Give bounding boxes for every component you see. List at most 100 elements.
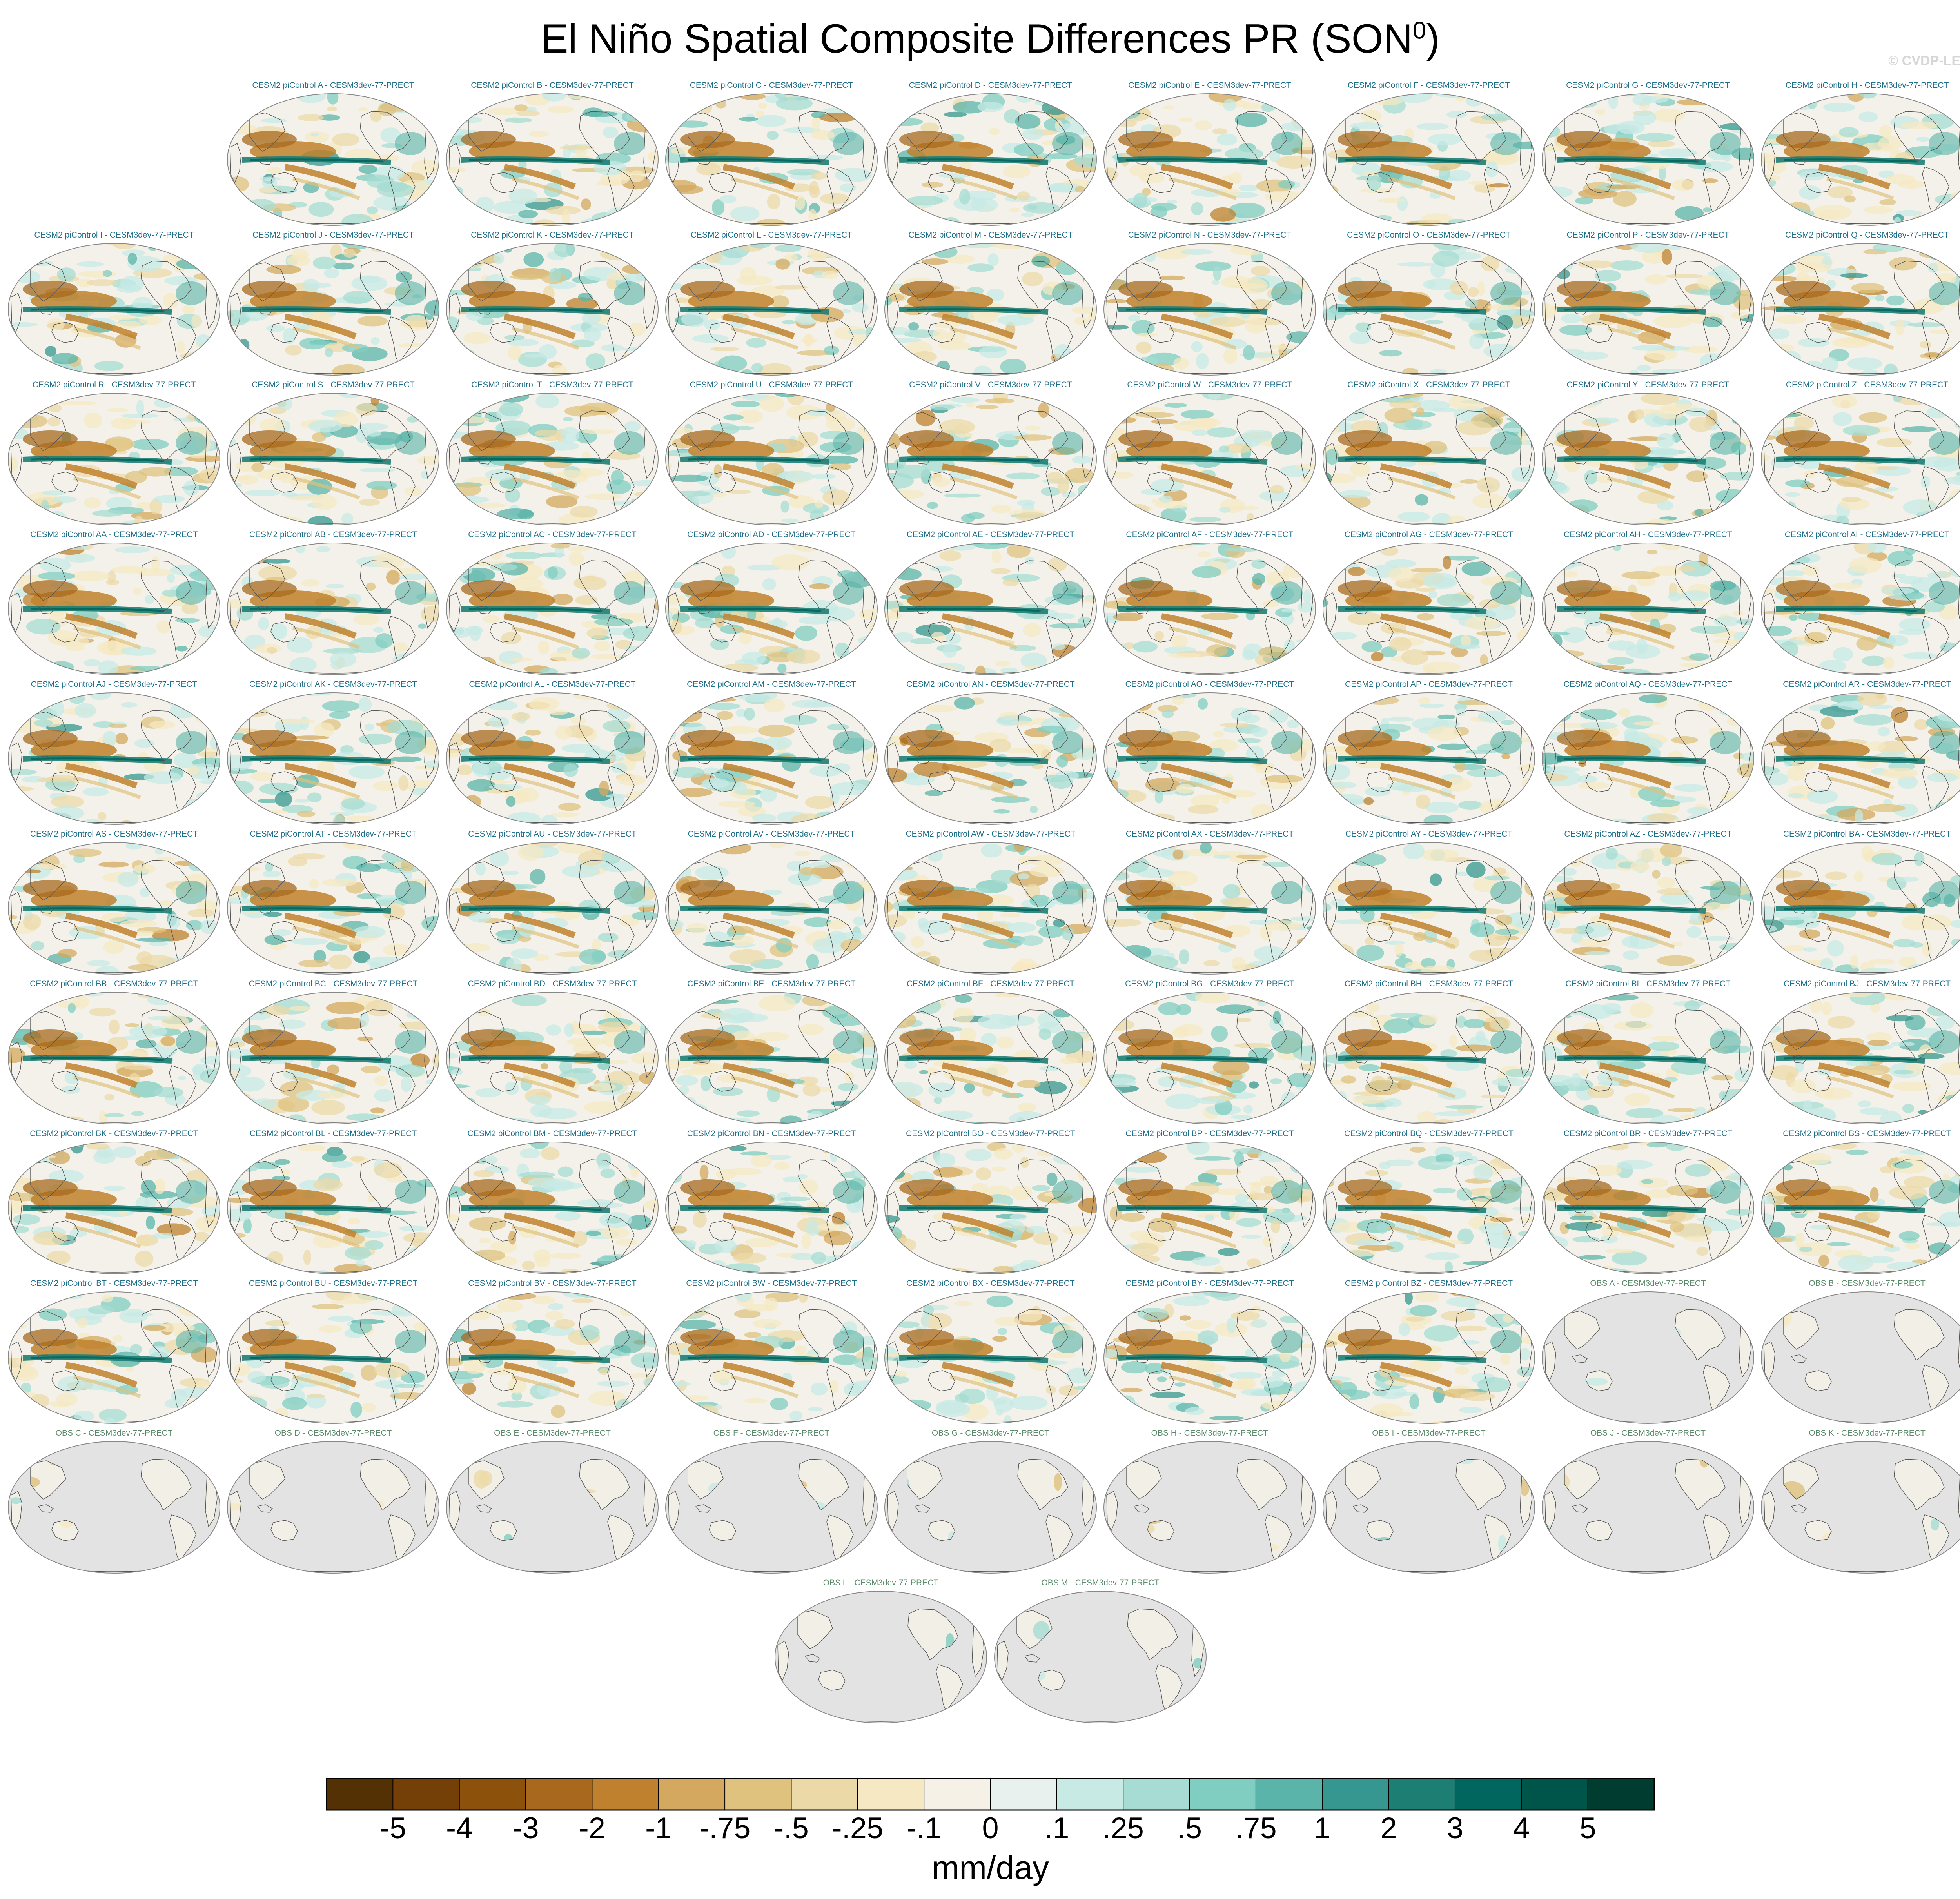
map-obs [446, 1441, 659, 1574]
map-model [1323, 93, 1535, 226]
panel-title: CESM2 piControl AF - CESM3dev-77-PRECT [1126, 530, 1294, 539]
map-panel: CESM2 piControl BL - CESM3dev-77-PRECT [226, 1129, 440, 1275]
map-model [1323, 1142, 1535, 1274]
panel-title: CESM2 piControl BQ - CESM3dev-77-PRECT [1344, 1129, 1514, 1138]
panel-title: CESM2 piControl BC - CESM3dev-77-PRECT [249, 979, 418, 988]
colorbar-tick-label: -.1 [906, 1812, 942, 1845]
map-panel: OBS A - CESM3dev-77-PRECT [1541, 1279, 1755, 1425]
map-model [227, 992, 439, 1124]
map-panel: CESM2 piControl BA - CESM3dev-77-PRECT [1760, 830, 1960, 975]
map-panel: CESM2 piControl AO - CESM3dev-77-PRECT [1103, 680, 1317, 826]
map-panel: CESM2 piControl F - CESM3dev-77-PRECT [1322, 81, 1536, 227]
map-model [227, 543, 439, 675]
map-model [8, 243, 220, 376]
panel-title: CESM2 piControl AO - CESM3dev-77-PRECT [1125, 680, 1294, 689]
map-model [446, 1142, 659, 1274]
panel-title: OBS K - CESM3dev-77-PRECT [1809, 1429, 1926, 1438]
map-model [8, 692, 220, 825]
panel-title: CESM2 piControl AK - CESM3dev-77-PRECT [249, 680, 417, 689]
map-panel: OBS H - CESM3dev-77-PRECT [1103, 1429, 1317, 1574]
map-panel: CESM2 piControl BK - CESM3dev-77-PRECT [7, 1129, 221, 1275]
panel-title: CESM2 piControl J - CESM3dev-77-PRECT [252, 231, 414, 240]
map-panel: CESM2 piControl BG - CESM3dev-77-PRECT [1103, 979, 1317, 1125]
colorbar-box [924, 1779, 991, 1810]
map-panel: CESM2 piControl BW - CESM3dev-77-PRECT [664, 1279, 878, 1425]
map-panel: OBS B - CESM3dev-77-PRECT [1760, 1279, 1960, 1425]
map-panel: CESM2 piControl O - CESM3dev-77-PRECT [1322, 231, 1536, 376]
map-model [1761, 692, 1960, 825]
panel-title: CESM2 piControl C - CESM3dev-77-PRECT [690, 81, 853, 90]
map-model [1103, 692, 1316, 825]
map-model [665, 543, 878, 675]
panel-title: OBS L - CESM3dev-77-PRECT [823, 1578, 939, 1587]
map-panel: CESM2 piControl AT - CESM3dev-77-PRECT [226, 830, 440, 975]
map-model [1323, 992, 1535, 1124]
colorbar-box [1521, 1779, 1588, 1810]
map-model [8, 992, 220, 1124]
map-panel: CESM2 piControl AY - CESM3dev-77-PRECT [1322, 830, 1536, 975]
panel-title: CESM2 piControl AH - CESM3dev-77-PRECT [1564, 530, 1732, 539]
panel-title: CESM2 piControl AZ - CESM3dev-77-PRECT [1564, 830, 1732, 839]
panel-title: CESM2 piControl AW - CESM3dev-77-PRECT [906, 830, 1076, 839]
panel-title: CESM2 piControl X - CESM3dev-77-PRECT [1347, 380, 1510, 389]
colorbar-box [1256, 1779, 1323, 1810]
map-model [1542, 1142, 1754, 1274]
panel-title: CESM2 piControl A - CESM3dev-77-PRECT [252, 81, 414, 90]
panel-title: OBS I - CESM3dev-77-PRECT [1372, 1429, 1486, 1438]
map-model [227, 842, 439, 975]
map-panel: CESM2 piControl AE - CESM3dev-77-PRECT [884, 530, 1098, 676]
panel-title: CESM2 piControl G - CESM3dev-77-PRECT [1566, 81, 1730, 90]
panel-title: CESM2 piControl BU - CESM3dev-77-PRECT [249, 1279, 418, 1288]
map-model [1761, 842, 1960, 975]
panel-title: OBS J - CESM3dev-77-PRECT [1590, 1429, 1706, 1438]
panel-title: CESM2 piControl BP - CESM3dev-77-PRECT [1125, 1129, 1294, 1138]
map-panel: OBS E - CESM3dev-77-PRECT [445, 1429, 659, 1574]
map-panel: CESM2 piControl K - CESM3dev-77-PRECT [445, 231, 659, 376]
map-model [884, 93, 1097, 226]
map-obs [884, 1441, 1097, 1574]
map-panel: CESM2 piControl AR - CESM3dev-77-PRECT [1760, 680, 1960, 826]
map-model [1103, 243, 1316, 376]
map-panel: CESM2 piControl BR - CESM3dev-77-PRECT [1541, 1129, 1755, 1275]
panel-title: CESM2 piControl Y - CESM3dev-77-PRECT [1566, 380, 1730, 389]
panel-title: CESM2 piControl L - CESM3dev-77-PRECT [690, 231, 853, 240]
panel-title: CESM2 piControl BW - CESM3dev-77-PRECT [686, 1279, 857, 1288]
panel-title: OBS E - CESM3dev-77-PRECT [494, 1429, 611, 1438]
colorbar-box [1189, 1779, 1256, 1810]
map-panel: CESM2 piControl AL - CESM3dev-77-PRECT [445, 680, 659, 826]
colorbar-box [658, 1779, 725, 1810]
map-panel: OBS G - CESM3dev-77-PRECT [884, 1429, 1098, 1574]
panel-title: CESM2 piControl AC - CESM3dev-77-PRECT [468, 530, 637, 539]
map-panel: CESM2 piControl BS - CESM3dev-77-PRECT [1760, 1129, 1960, 1275]
map-obs [994, 1591, 1207, 1723]
colorbar-tick-label: -3 [512, 1812, 539, 1845]
map-obs [227, 1441, 439, 1574]
map-model [665, 1291, 878, 1424]
map-model [1761, 992, 1960, 1124]
map-obs [665, 1441, 878, 1574]
panel-title: CESM2 piControl BR - CESM3dev-77-PRECT [1563, 1129, 1733, 1138]
map-panel: CESM2 piControl BX - CESM3dev-77-PRECT [884, 1279, 1098, 1425]
map-panel: CESM2 piControl BO - CESM3dev-77-PRECT [884, 1129, 1098, 1275]
map-obs [1761, 1291, 1960, 1424]
colorbar-tick-label: .5 [1177, 1812, 1202, 1845]
map-model [1103, 93, 1316, 226]
panel-title: CESM2 piControl AX - CESM3dev-77-PRECT [1125, 830, 1294, 839]
panel-title: CESM2 piControl BL - CESM3dev-77-PRECT [249, 1129, 417, 1138]
map-model [1761, 1142, 1960, 1274]
panel-title: CESM2 piControl BE - CESM3dev-77-PRECT [687, 979, 856, 988]
panel-title: CESM2 piControl BZ - CESM3dev-77-PRECT [1345, 1279, 1513, 1288]
map-panel: CESM2 piControl U - CESM3dev-77-PRECT [664, 380, 878, 526]
colorbar-box [791, 1779, 858, 1810]
panel-title: CESM2 piControl AE - CESM3dev-77-PRECT [906, 530, 1075, 539]
panel-title: CESM2 piControl I - CESM3dev-77-PRECT [34, 231, 194, 240]
panel-title: CESM2 piControl AJ - CESM3dev-77-PRECT [31, 680, 198, 689]
map-model [8, 842, 220, 975]
map-obs [775, 1591, 987, 1723]
map-panel: OBS M - CESM3dev-77-PRECT [993, 1578, 1207, 1724]
map-panel: CESM2 piControl AP - CESM3dev-77-PRECT [1322, 680, 1536, 826]
map-model [884, 243, 1097, 376]
panel-title: CESM2 piControl R - CESM3dev-77-PRECT [32, 380, 196, 389]
panel-title: CESM2 piControl BK - CESM3dev-77-PRECT [30, 1129, 198, 1138]
panel-title: CESM2 piControl AG - CESM3dev-77-PRECT [1344, 530, 1514, 539]
